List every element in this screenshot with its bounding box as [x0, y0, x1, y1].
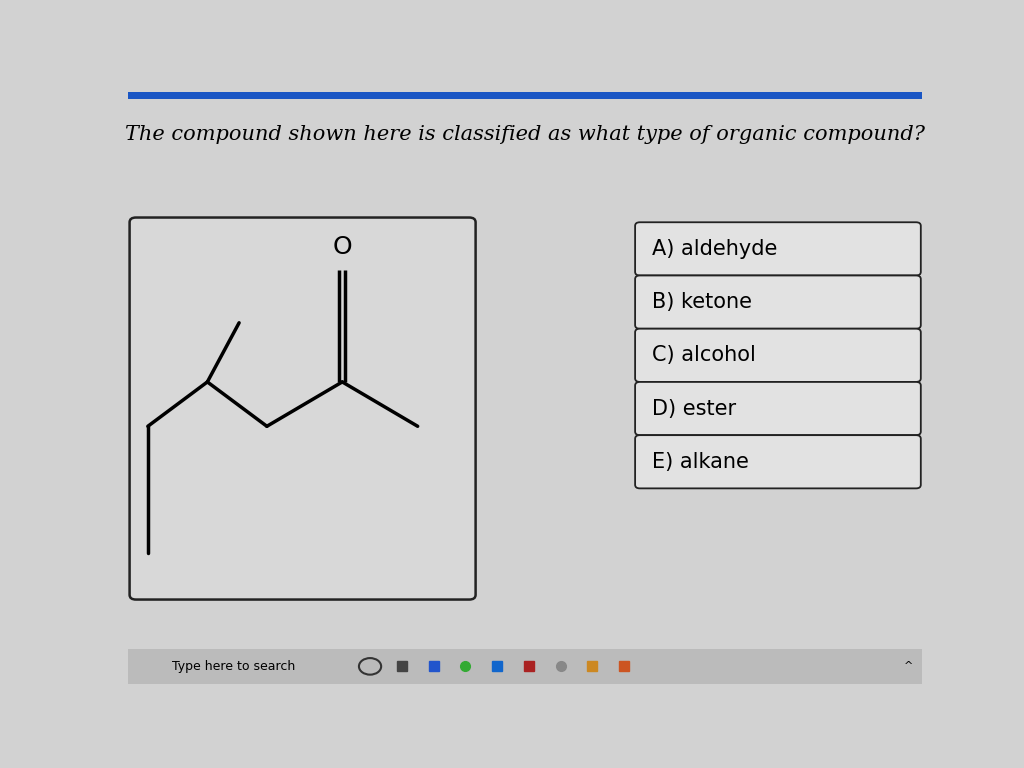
Text: The compound shown here is classified as what type of organic compound?: The compound shown here is classified as… — [125, 125, 925, 144]
FancyBboxPatch shape — [130, 217, 475, 600]
Text: B) ketone: B) ketone — [652, 292, 752, 312]
Text: ^: ^ — [904, 661, 913, 671]
FancyBboxPatch shape — [635, 329, 921, 382]
Text: A) aldehyde: A) aldehyde — [652, 239, 777, 259]
Text: E) alkane: E) alkane — [652, 452, 749, 472]
Text: D) ester: D) ester — [652, 399, 736, 419]
FancyBboxPatch shape — [635, 276, 921, 329]
Text: O: O — [333, 235, 352, 259]
FancyBboxPatch shape — [635, 222, 921, 276]
FancyBboxPatch shape — [635, 435, 921, 488]
Text: Type here to search: Type here to search — [172, 660, 295, 673]
Text: C) alcohol: C) alcohol — [652, 346, 756, 366]
FancyBboxPatch shape — [128, 92, 922, 99]
FancyBboxPatch shape — [128, 649, 922, 684]
FancyBboxPatch shape — [635, 382, 921, 435]
